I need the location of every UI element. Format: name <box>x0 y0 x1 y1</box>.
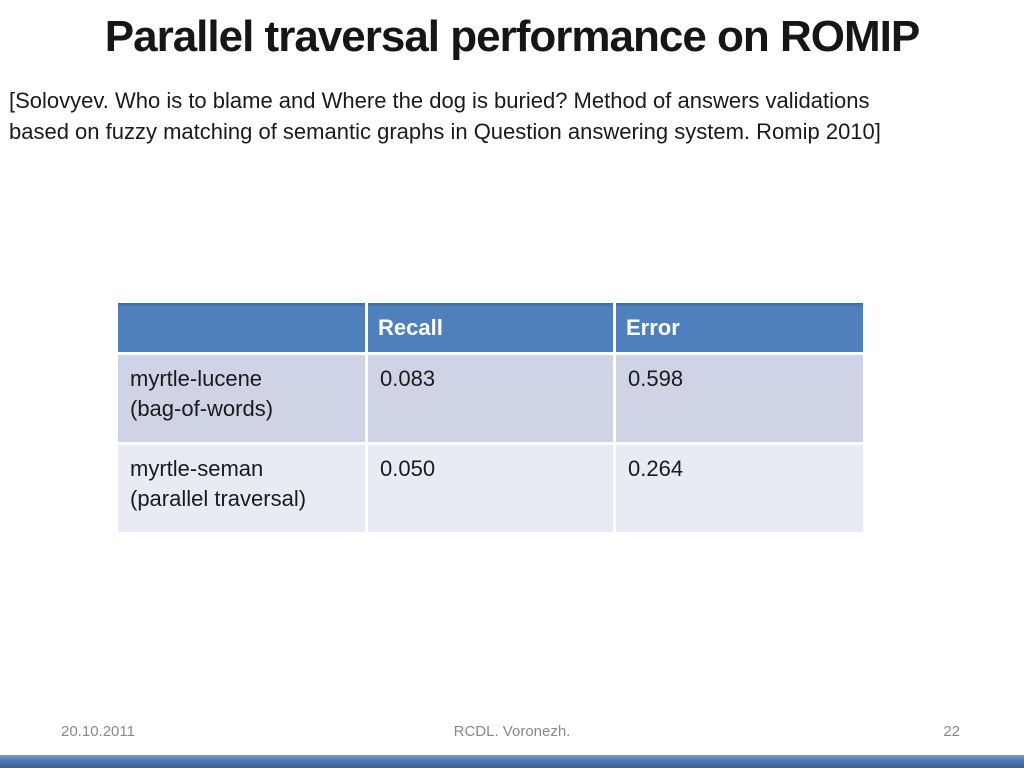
citation: [Solovyev. Who is to blame and Where the… <box>9 85 1016 147</box>
header-cell-recall: Recall <box>368 303 613 352</box>
row-label-line-2: (parallel traversal) <box>130 486 307 511</box>
row-label: myrtle-lucene (bag-of-words) <box>118 355 365 442</box>
table-row-myrtle-seman: myrtle-seman (parallel traversal) 0.050 … <box>118 445 863 532</box>
row-label-line-2: (bag-of-words) <box>130 396 274 421</box>
citation-line-1: [Solovyev. Who is to blame and Where the… <box>9 88 870 113</box>
recall-value: 0.050 <box>368 445 613 532</box>
recall-value: 0.083 <box>368 355 613 442</box>
row-label-line-1: myrtle-seman <box>130 456 264 481</box>
error-value: 0.598 <box>616 355 863 442</box>
header-cell-empty <box>118 303 365 352</box>
header-cell-error: Error <box>616 303 863 352</box>
footer-page-number: 22 <box>943 723 960 740</box>
slide-title: Parallel traversal performance on ROMIP <box>104 12 920 61</box>
table-header-row: Recall Error <box>118 303 863 352</box>
bottom-accent-bar <box>0 755 1024 768</box>
error-value: 0.264 <box>616 445 863 532</box>
footer-venue: RCDL. Voronezh. <box>453 723 571 740</box>
row-label-line-1: myrtle-lucene <box>130 366 263 391</box>
footer-date: 20.10.2011 <box>61 723 135 740</box>
citation-line-2: based on fuzzy matching of semantic grap… <box>9 119 881 144</box>
table-row-myrtle-lucene: myrtle-lucene (bag-of-words) 0.083 0.598 <box>118 355 863 442</box>
row-label: myrtle-seman (parallel traversal) <box>118 445 365 532</box>
results-table: Recall Error myrtle-lucene (bag-of-words… <box>115 300 866 535</box>
